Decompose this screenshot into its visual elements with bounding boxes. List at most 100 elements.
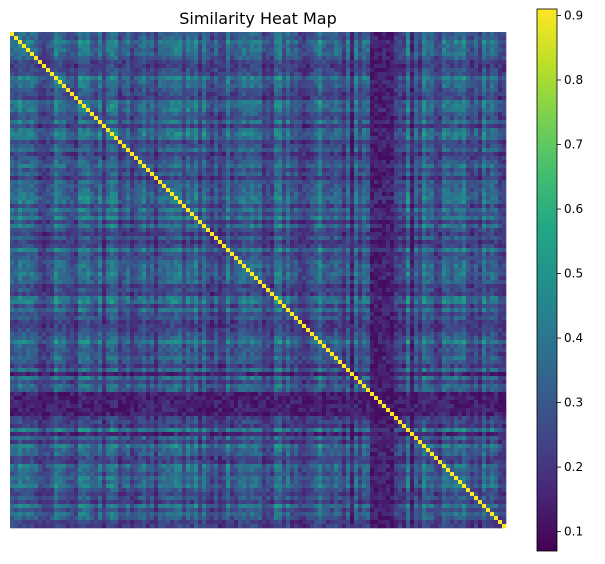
heatmap-cell <box>142 104 147 109</box>
heatmap-cell <box>170 168 175 173</box>
heatmap-cell <box>378 152 383 157</box>
heatmap-cell <box>450 84 455 89</box>
heatmap-cell <box>438 40 443 45</box>
heatmap-cell <box>370 92 375 97</box>
heatmap-cell <box>418 148 423 153</box>
heatmap-cell <box>354 100 359 105</box>
heatmap-cell <box>314 104 319 109</box>
heatmap-cell <box>386 120 391 125</box>
heatmap-cell <box>342 72 347 77</box>
heatmap-cell <box>122 136 127 141</box>
heatmap-cell <box>422 124 427 129</box>
heatmap-cell <box>178 72 183 77</box>
heatmap-cell <box>274 48 279 53</box>
heatmap-cell <box>66 60 71 65</box>
heatmap-cell <box>374 124 379 129</box>
heatmap-cell <box>418 152 423 157</box>
heatmap-cell <box>110 100 115 105</box>
heatmap-cell <box>70 80 75 85</box>
heatmap-cell <box>190 164 195 169</box>
heatmap-cell <box>390 120 395 125</box>
heatmap-cell <box>114 176 119 181</box>
heatmap-cell <box>394 188 399 193</box>
heatmap-cell <box>358 144 363 149</box>
heatmap-cell <box>494 152 499 157</box>
heatmap-cell <box>310 116 315 121</box>
heatmap-cell <box>466 156 471 161</box>
heatmap-cell <box>450 168 455 173</box>
heatmap-cell <box>454 96 459 101</box>
heatmap-cell <box>66 120 71 125</box>
heatmap-cell <box>178 168 183 173</box>
heatmap-cell <box>450 124 455 129</box>
heatmap-cell <box>362 128 367 133</box>
heatmap-cell <box>178 56 183 61</box>
heatmap-cell <box>34 152 39 157</box>
heatmap-cell <box>350 116 355 121</box>
heatmap-cell <box>270 108 275 113</box>
heatmap-cell <box>442 164 447 169</box>
heatmap-cell <box>214 52 219 57</box>
heatmap-cell <box>422 48 427 53</box>
heatmap-cell <box>218 156 223 161</box>
heatmap-cell <box>134 140 139 145</box>
heatmap-cell <box>18 148 23 153</box>
heatmap-cell <box>202 180 207 185</box>
heatmap-cell <box>478 136 483 141</box>
heatmap-cell <box>142 52 147 57</box>
heatmap-cell <box>358 48 363 53</box>
heatmap-cell <box>398 80 403 85</box>
heatmap-cell <box>470 76 475 81</box>
heatmap-cell <box>290 180 295 185</box>
heatmap-cell <box>382 76 387 81</box>
heatmap-cell <box>306 180 311 185</box>
heatmap-cell <box>366 108 371 113</box>
heatmap-cell <box>154 96 159 101</box>
heatmap-cell <box>482 52 487 57</box>
heatmap-cell <box>350 164 355 169</box>
heatmap-cell <box>62 88 67 93</box>
heatmap-cell <box>302 188 307 193</box>
heatmap-cell <box>422 184 427 189</box>
heatmap-cell <box>190 72 195 77</box>
heatmap-cell <box>414 64 419 69</box>
heatmap-cell <box>462 44 467 49</box>
heatmap-cell <box>278 128 283 133</box>
heatmap-cell <box>362 40 367 45</box>
heatmap-cell <box>74 92 79 97</box>
heatmap-cell <box>394 32 399 37</box>
heatmap-cell <box>322 100 327 105</box>
heatmap-cell <box>18 56 23 61</box>
heatmap-cell <box>478 168 483 173</box>
heatmap-cell <box>86 36 91 41</box>
heatmap-cell <box>302 184 307 189</box>
heatmap-cell <box>454 176 459 181</box>
heatmap-cell <box>418 144 423 149</box>
heatmap-cell <box>382 84 387 89</box>
heatmap-cell <box>294 32 299 37</box>
heatmap-cell <box>230 168 235 173</box>
heatmap-cell <box>98 44 103 49</box>
heatmap-cell <box>182 172 187 177</box>
heatmap-cell <box>378 108 383 113</box>
heatmap-cell <box>498 152 503 157</box>
heatmap-cell <box>58 100 63 105</box>
heatmap-cell <box>398 36 403 41</box>
heatmap-cell <box>298 148 303 153</box>
heatmap-cell <box>366 60 371 65</box>
heatmap-cell <box>330 84 335 89</box>
heatmap-cell <box>294 124 299 129</box>
heatmap-cell <box>166 104 171 109</box>
heatmap-cell <box>14 100 19 105</box>
heatmap-cell <box>386 84 391 89</box>
heatmap-cell <box>18 124 23 129</box>
heatmap-cell <box>170 116 175 121</box>
heatmap-cell <box>326 172 331 177</box>
heatmap-cell <box>254 48 259 53</box>
heatmap-cell <box>462 32 467 37</box>
heatmap-cell <box>302 80 307 85</box>
heatmap-cell <box>30 136 35 141</box>
heatmap-cell <box>338 184 343 189</box>
heatmap-cell <box>342 144 347 149</box>
heatmap-cell <box>370 144 375 149</box>
